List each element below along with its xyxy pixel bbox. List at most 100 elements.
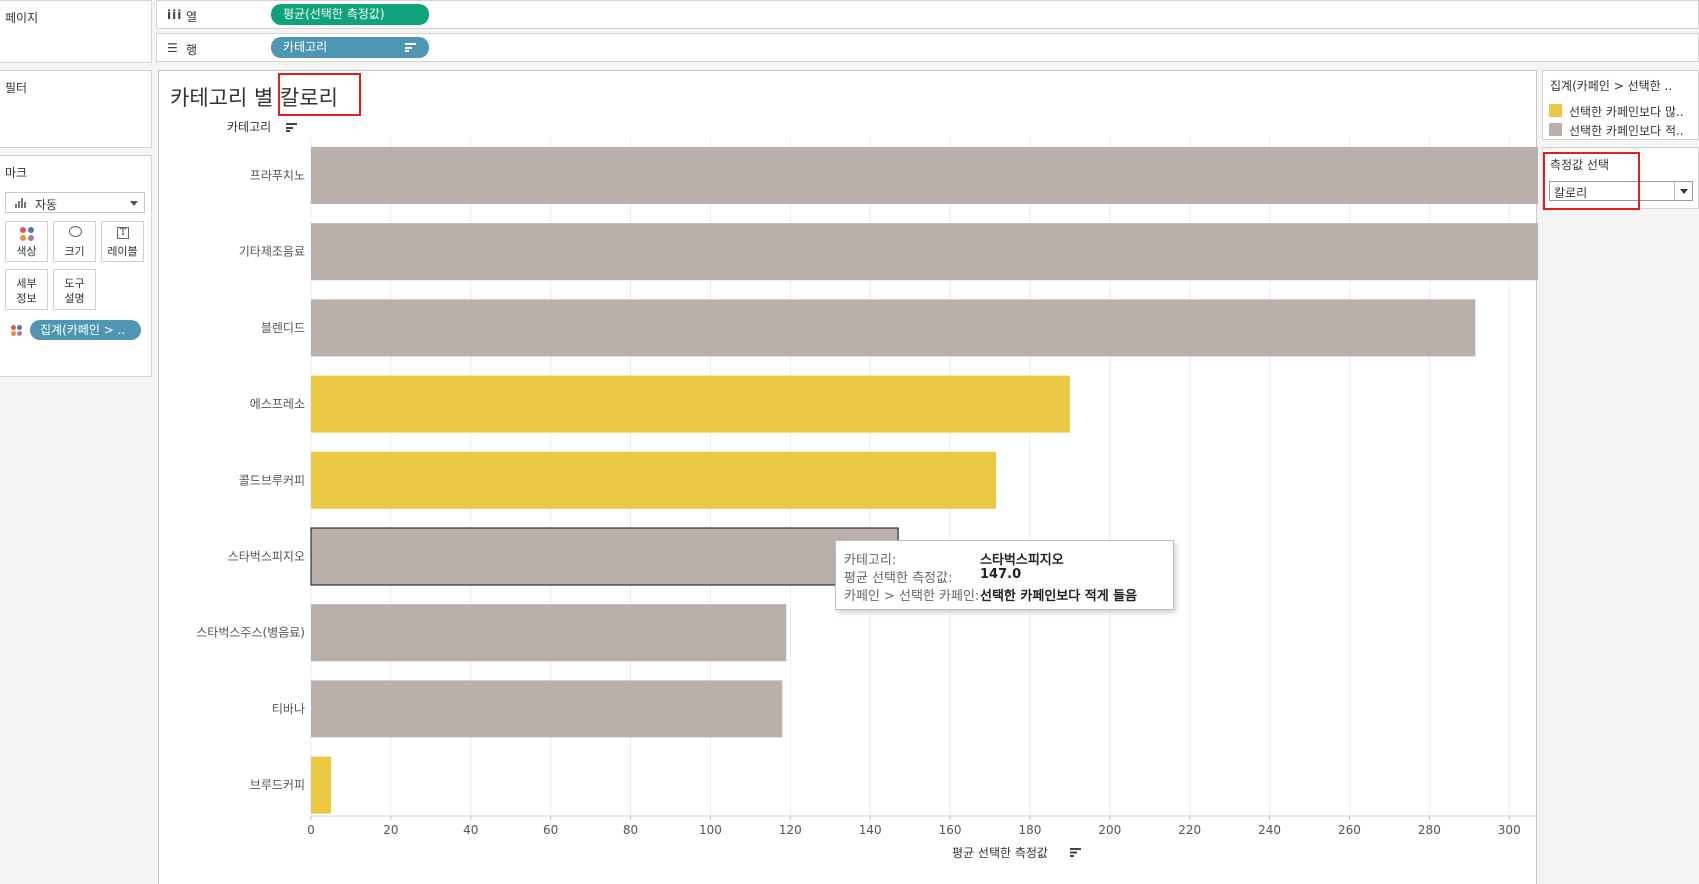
x-tick-label: 120	[779, 823, 802, 837]
color-button[interactable]: 색상	[5, 221, 48, 262]
size-button[interactable]: 크기	[53, 221, 96, 262]
tooltip-button[interactable]: 도구 설명	[53, 269, 96, 310]
bar[interactable]	[310, 527, 899, 586]
bar[interactable]	[311, 299, 1476, 357]
legend-item[interactable]: 선택한 카페인보다 적..	[1549, 121, 1697, 137]
parameter-select[interactable]: 칼로리	[1549, 181, 1693, 201]
detail-button[interactable]: 세부 정보	[5, 269, 48, 310]
bar-chart-icon	[15, 198, 27, 208]
x-tick-label: 20	[383, 823, 398, 837]
x-tick-label: 280	[1418, 823, 1441, 837]
category-label: 티바나	[272, 702, 305, 716]
pages-title: 페이지	[5, 11, 39, 25]
color-dots-icon	[20, 227, 34, 241]
tooltip-value: 선택한 카페인보다 적게 들음	[980, 589, 1138, 604]
columns-icon: iii	[167, 8, 183, 22]
tooltip-line2: 설명	[64, 292, 85, 305]
rows-pill[interactable]: 카테고리	[271, 37, 429, 58]
left-pane: 페이지 필터 마크 자동 색상 크기	[0, 0, 152, 884]
tooltip-key: 평균 선택한 측정값:	[844, 571, 953, 586]
bar[interactable]	[311, 451, 997, 509]
sort-descending-icon	[1070, 855, 1074, 857]
detail-line2: 정보	[16, 292, 37, 305]
tooltip-key: 카페인 > 선택한 카페인:	[844, 589, 980, 604]
row-header-label: 카테고리	[227, 120, 272, 134]
detail-button-label: 세부 정보	[6, 276, 47, 306]
dropdown-button[interactable]	[1674, 182, 1692, 200]
pages-card[interactable]: 페이지	[0, 0, 152, 63]
legend-swatch	[1549, 123, 1562, 136]
size-icon	[69, 226, 82, 237]
category-label: 프라푸치노	[250, 169, 305, 183]
x-tick-label: 0	[307, 823, 315, 837]
x-tick-label: 220	[1178, 823, 1201, 837]
sort-descending-icon[interactable]	[405, 43, 416, 52]
legend-label: 선택한 카페인보다 많..	[1569, 105, 1684, 118]
marks-title: 마크	[5, 166, 28, 180]
columns-pill[interactable]: 평균(선택한 측정값)	[271, 4, 429, 25]
mark-tooltip: 카테고리: 스타벅스피지오 평균 선택한 측정값: 147.0 카페인 > 선택…	[835, 540, 1174, 610]
category-label: 에스프레소	[250, 397, 305, 411]
x-tick-label: 240	[1258, 823, 1281, 837]
text-label-icon: T	[117, 227, 129, 239]
label-button[interactable]: T 레이블	[101, 221, 144, 262]
bar[interactable]	[311, 604, 787, 662]
x-tick-label: 100	[699, 823, 722, 837]
x-tick-label: 140	[859, 823, 882, 837]
legend-item[interactable]: 선택한 카페인보다 많..	[1549, 102, 1697, 118]
category-label: 블렌디드	[261, 321, 305, 335]
x-tick-label: 300	[1498, 823, 1521, 837]
x-tick-label: 180	[1019, 823, 1042, 837]
rows-pill-label: 카테고리	[283, 40, 328, 54]
tooltip-value: 스타벅스피지오	[980, 553, 1064, 568]
row-header[interactable]: 카테고리	[227, 118, 297, 135]
bar[interactable]	[311, 680, 783, 738]
x-tick-label: 160	[939, 823, 962, 837]
color-field-row: 집계(카페인 > ..	[11, 320, 146, 340]
columns-label: 열	[186, 10, 198, 24]
parameter-title: 측정값 선택	[1550, 158, 1610, 172]
color-legend: 집계(카페인 > 선택한 .. 선택한 카페인보다 많.. 선택한 카페인보다 …	[1542, 70, 1699, 140]
bar[interactable]	[311, 756, 331, 814]
color-field-pill[interactable]: 집계(카페인 > ..	[30, 320, 141, 340]
category-label: 콜드브루커피	[239, 473, 305, 487]
x-tick-label: 60	[543, 823, 558, 837]
columns-shelf[interactable]: iii 열 평균(선택한 측정값)	[156, 0, 1699, 29]
color-dots-icon	[11, 325, 23, 337]
rows-label: 행	[186, 43, 198, 57]
color-button-label: 색상	[16, 245, 37, 258]
x-tick-label: 80	[623, 823, 638, 837]
sheet-title-part1: 카테고리 별	[170, 86, 274, 110]
sort-descending-icon	[1070, 851, 1077, 854]
bar[interactable]	[311, 375, 1070, 433]
detail-line1: 세부	[16, 277, 37, 290]
highlight-box-parameter	[1543, 152, 1640, 210]
tooltip-button-label: 도구 설명	[54, 276, 95, 306]
sort-descending-icon[interactable]	[286, 123, 297, 132]
bar[interactable]	[311, 223, 1538, 281]
filters-title: 필터	[5, 81, 28, 95]
marks-card: 마크 자동 색상 크기 T 레이블	[0, 155, 152, 377]
tooltip-row-category: 카테고리: 스타벅스피지오	[844, 549, 1064, 568]
sort-descending-icon	[1070, 848, 1081, 850]
bar-chart: 프라푸치노기타제조음료블렌디드에스프레소콜드브루커피스타벅스피지오스타벅스주스(…	[196, 137, 1538, 860]
size-button-label: 크기	[64, 245, 85, 258]
x-tick-label: 260	[1338, 823, 1361, 837]
legend-title[interactable]: 집계(카페인 > 선택한 ..	[1550, 79, 1673, 93]
tooltip-value: 147.0	[980, 567, 1022, 582]
category-label: 기타제조음료	[239, 245, 305, 259]
x-tick-label: 200	[1098, 823, 1121, 837]
legend-label: 선택한 카페인보다 적..	[1569, 124, 1684, 137]
mark-type-dropdown[interactable]: 자동	[5, 192, 145, 213]
legend-swatch	[1549, 104, 1562, 117]
filters-card[interactable]: 필터	[0, 70, 152, 148]
category-label: 스타벅스피지오	[228, 550, 305, 564]
mark-type-value: 자동	[35, 198, 58, 212]
sheet-title: 카테고리 별 칼로리	[170, 82, 338, 112]
bar[interactable]	[311, 147, 1538, 204]
rows-shelf[interactable]: ☰ 행 카테고리	[156, 33, 1699, 62]
x-tick-label: 40	[463, 823, 478, 837]
chevron-down-icon	[130, 201, 138, 206]
